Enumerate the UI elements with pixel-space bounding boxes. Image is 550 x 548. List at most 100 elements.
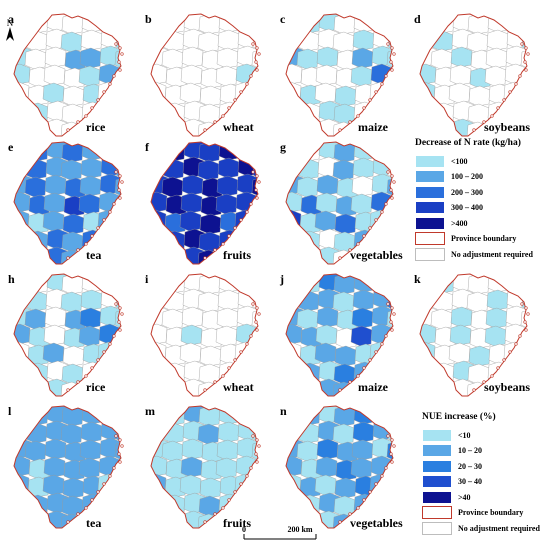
- county-region: [235, 63, 258, 85]
- coastal-island: [356, 242, 360, 246]
- province-boundary: [285, 405, 394, 529]
- coastal-island: [221, 374, 225, 378]
- coastal-island: [118, 174, 122, 178]
- coastal-island: [368, 490, 372, 494]
- county-region: [334, 345, 357, 367]
- county-region: [389, 344, 393, 366]
- coastal-island: [233, 490, 237, 494]
- legend-item: >400: [415, 216, 468, 230]
- coastal-island: [254, 452, 258, 456]
- county-region: [286, 473, 302, 495]
- county-region: [333, 103, 356, 125]
- county-region: [162, 380, 185, 396]
- county-region: [468, 85, 491, 107]
- county-region: [14, 81, 30, 103]
- county-region: [115, 120, 121, 136]
- county-region: [387, 290, 393, 312]
- county-region: [218, 101, 241, 123]
- county-region: [80, 29, 103, 51]
- county-region: [467, 274, 490, 295]
- coastal-island: [390, 306, 394, 310]
- county-region: [368, 14, 391, 31]
- coastal-island: [526, 312, 530, 316]
- county-region: [79, 175, 102, 197]
- county-region: [235, 191, 258, 213]
- coastal-island: [482, 120, 486, 124]
- coastal-island: [118, 460, 122, 464]
- map-panel-k: k soybeans: [414, 272, 544, 400]
- legend-swatch: [422, 506, 452, 519]
- county-region: [62, 213, 85, 235]
- north-arrow: N: [3, 18, 17, 42]
- coastal-island: [356, 506, 360, 510]
- county-region: [97, 209, 120, 231]
- coastal-island: [233, 98, 237, 102]
- coastal-island: [380, 342, 384, 346]
- coastal-island: [374, 90, 378, 94]
- county-region: [118, 458, 121, 480]
- coastal-island: [518, 74, 522, 78]
- county-region: [234, 341, 257, 363]
- county-region: [14, 209, 30, 231]
- coastal-island: [520, 302, 524, 306]
- legend-swatch: [422, 490, 452, 504]
- coastal-island: [384, 202, 388, 206]
- legend-item: Province boundary: [415, 232, 516, 246]
- county-region: [96, 491, 119, 513]
- county-region: [197, 249, 220, 264]
- county-region: [81, 229, 104, 251]
- coastal-island: [117, 60, 121, 64]
- county-region: [234, 209, 257, 231]
- coastal-island: [112, 466, 116, 470]
- coastal-island: [392, 312, 396, 316]
- coastal-island: [392, 180, 396, 184]
- county-region: [487, 361, 510, 383]
- coastal-island: [255, 306, 259, 310]
- county-region: [60, 159, 83, 181]
- county-region: [370, 323, 393, 345]
- county-region: [197, 159, 220, 181]
- county-region: [80, 289, 103, 311]
- county-region: [369, 81, 392, 103]
- county-region: [151, 491, 166, 513]
- county-region: [449, 324, 472, 346]
- county-region: [351, 439, 374, 461]
- county-region: [298, 102, 321, 124]
- county-region: [62, 345, 85, 367]
- coastal-island: [374, 482, 378, 486]
- county-region: [180, 324, 203, 346]
- coastal-island: [523, 60, 527, 64]
- county-region: [450, 306, 473, 328]
- coastal-island: [118, 438, 122, 442]
- county-region: [42, 474, 65, 496]
- county-region: [420, 63, 437, 85]
- legend-label: 100 – 200: [451, 172, 483, 181]
- county-region: [370, 191, 393, 213]
- coastal-island: [114, 434, 118, 438]
- county-region: [14, 473, 30, 495]
- legend-label: 30 – 40: [458, 477, 482, 486]
- legend-item: 300 – 400: [415, 201, 483, 215]
- legend-title: NUE increase (%): [422, 412, 496, 422]
- legend-item: No adjustment required: [422, 521, 540, 535]
- county-region: [14, 455, 31, 477]
- coastal-island: [386, 42, 390, 46]
- county-region: [504, 63, 527, 85]
- county-region: [334, 85, 357, 107]
- county-region: [420, 81, 436, 103]
- coastal-island: [203, 256, 207, 260]
- county-region: [388, 102, 393, 124]
- coastal-island: [90, 234, 94, 238]
- legend-swatch: [415, 185, 445, 199]
- county-region: [448, 342, 471, 364]
- coastal-island: [390, 68, 394, 72]
- county-region: [217, 289, 240, 311]
- coastal-island: [117, 320, 121, 324]
- county-region: [217, 29, 240, 51]
- county-region: [78, 65, 101, 87]
- county-region: [368, 142, 391, 159]
- panel-letter: g: [280, 140, 286, 154]
- coastal-island: [255, 328, 259, 332]
- county-region: [14, 245, 33, 264]
- county-region: [487, 101, 510, 123]
